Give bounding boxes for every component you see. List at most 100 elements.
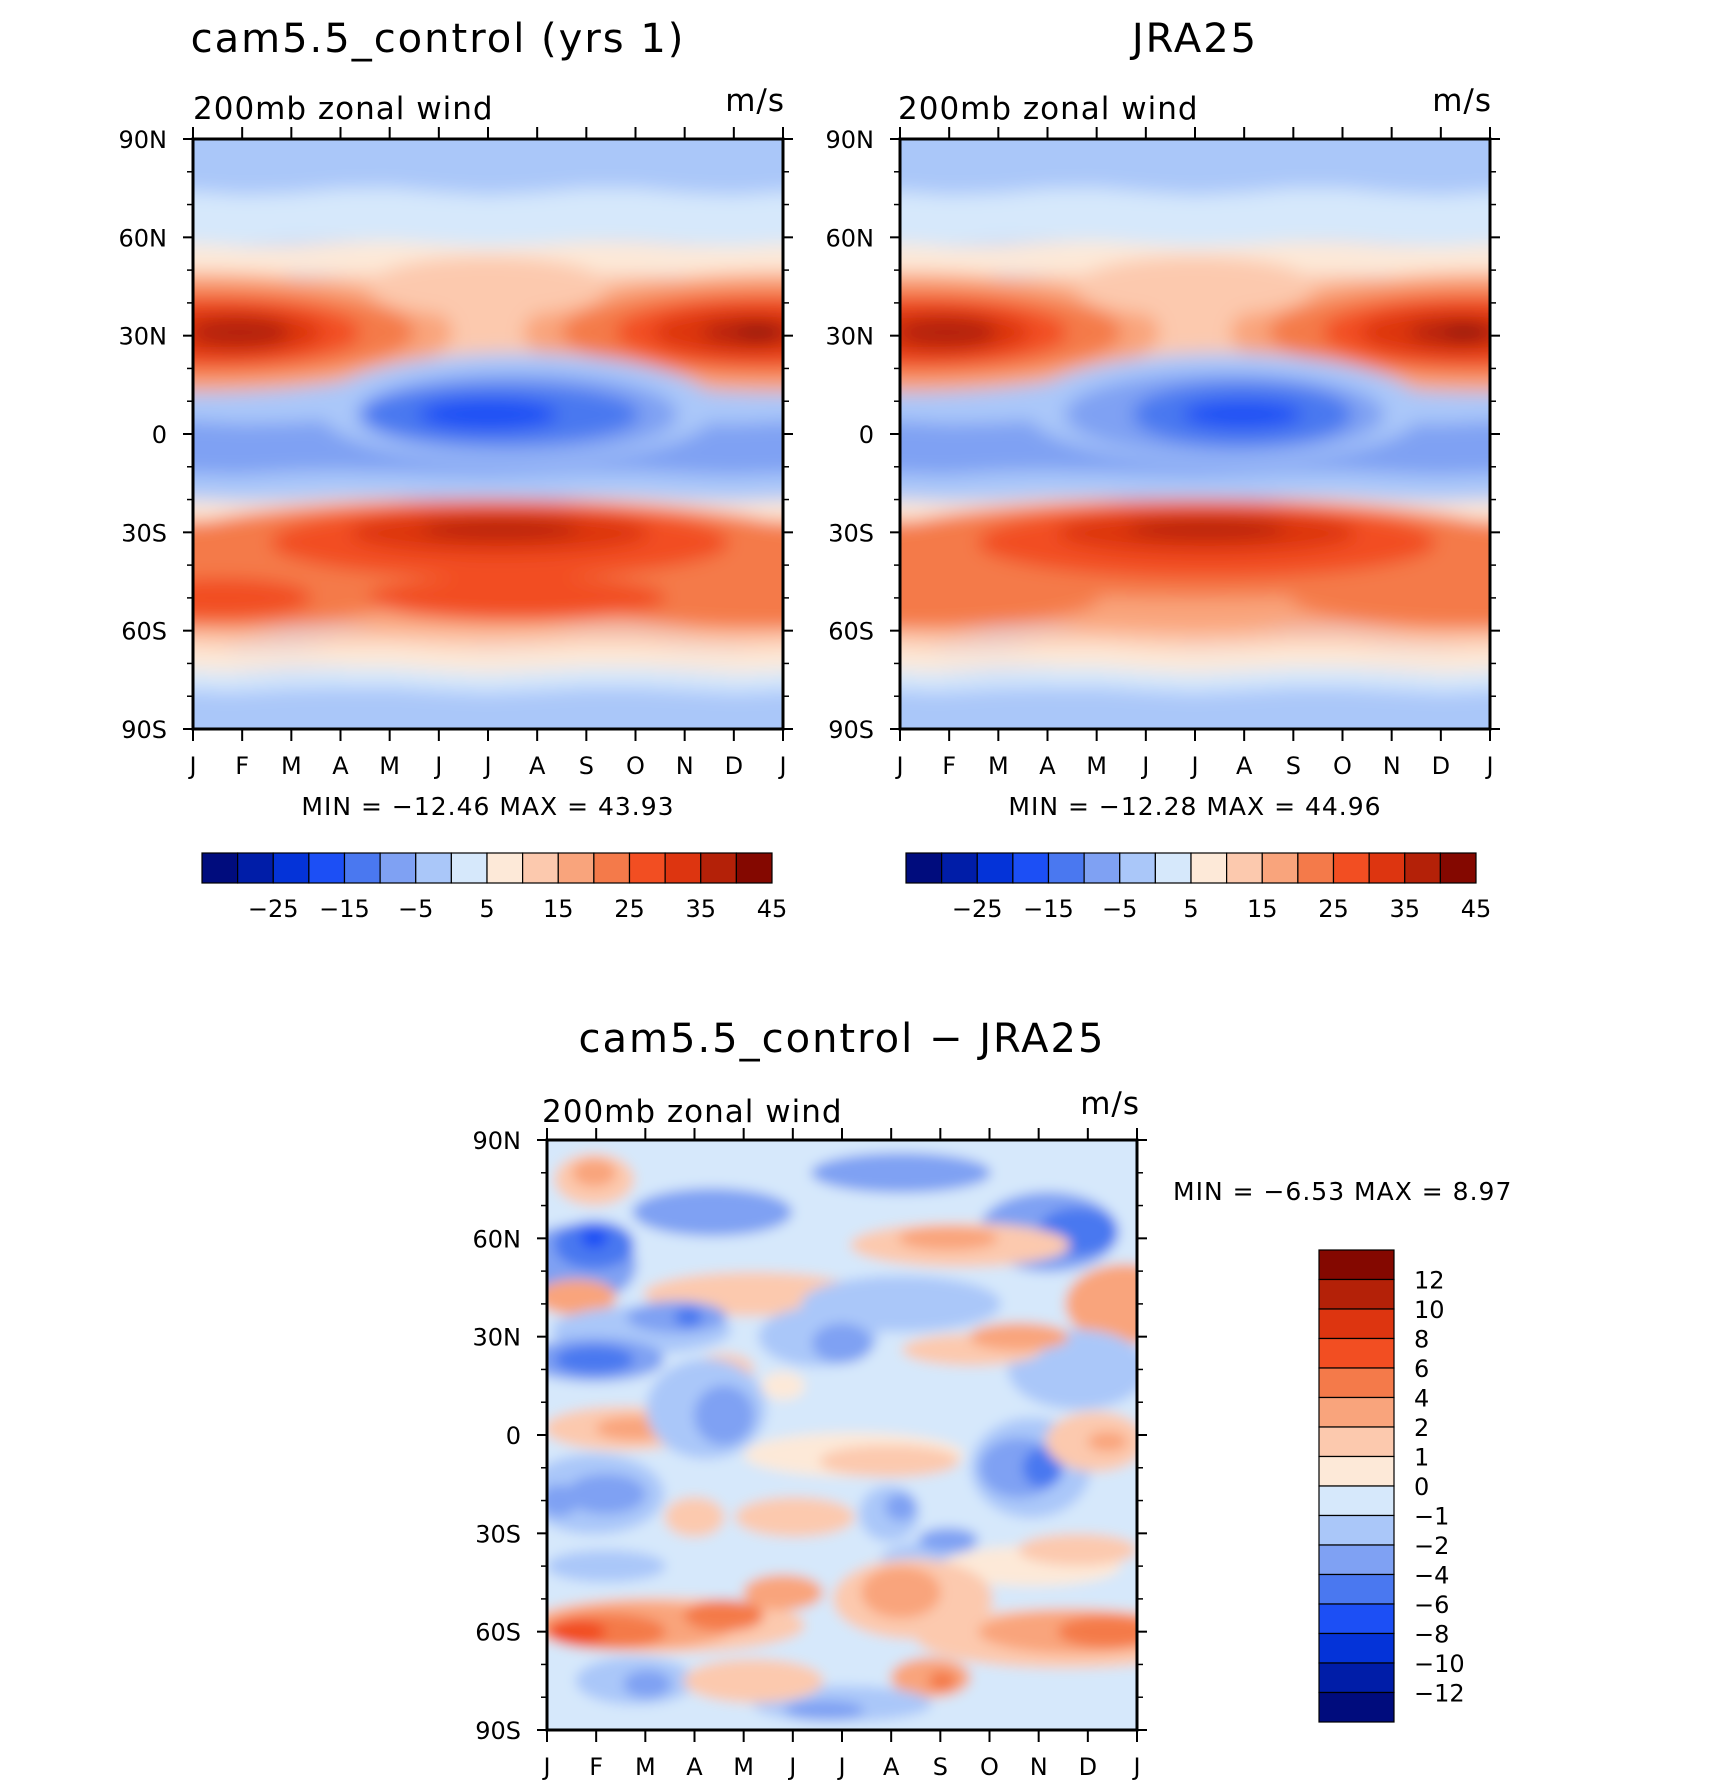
x-tick-label: F <box>235 752 249 780</box>
colorbar-swatch <box>1297 852 1335 884</box>
x-tick-label: D <box>1079 1753 1097 1781</box>
colorbar-swatch <box>1404 852 1441 884</box>
panel-model-field-label: 200mb zonal wind <box>193 91 494 127</box>
colorbar-swatch <box>1318 1485 1395 1517</box>
colorbar-label: 12 <box>1414 1267 1445 1295</box>
x-tick-label: D <box>1432 752 1450 780</box>
y-tick-label: 30S <box>121 519 167 547</box>
colorbar-label: 1 <box>1414 1444 1429 1472</box>
panel-model-units: m/s <box>725 83 785 119</box>
x-tick-label: J <box>187 752 196 780</box>
x-tick-label: N <box>676 752 694 780</box>
colorbar-label: −15 <box>319 895 370 923</box>
x-tick-label: J <box>482 752 491 780</box>
colorbar-swatch <box>379 852 417 884</box>
x-tick-label: M <box>1086 752 1107 780</box>
colorbar-swatch <box>1318 1426 1395 1458</box>
colorbar-swatch <box>700 852 737 884</box>
colorbar-swatch <box>415 852 452 884</box>
x-tick-label: J <box>1484 752 1493 780</box>
colorbar-swatch <box>450 852 488 884</box>
panel-reanalysis: JRA25 200mb zonal wind m/s 90N 60N 30N 0 30S… <box>826 16 1500 923</box>
x-tick-label: M <box>281 752 302 780</box>
colorbar-swatch <box>1047 852 1085 884</box>
panel-model-field <box>193 139 783 729</box>
colorbar-label: −4 <box>1414 1562 1449 1590</box>
x-tick-label: A <box>686 1753 703 1781</box>
y-tick-label: 60S <box>121 618 167 646</box>
colorbar-swatch <box>201 852 239 884</box>
x-tick-label: J <box>1131 1753 1140 1781</box>
colorbar-swatch <box>1368 852 1406 884</box>
x-tick-label: S <box>933 1753 948 1781</box>
x-tick-label: A <box>332 752 349 780</box>
x-tick-label: M <box>635 1753 656 1781</box>
panel-difference-field <box>547 1140 1137 1730</box>
colorbar-label: −5 <box>398 895 433 923</box>
x-tick-label: O <box>626 752 645 780</box>
colorbar-swatch <box>1318 1278 1395 1310</box>
colorbar-label: 5 <box>479 895 494 923</box>
colorbar-swatch <box>1318 1337 1395 1369</box>
colorbar-label: −6 <box>1414 1591 1449 1619</box>
colorbar-swatch <box>1439 852 1477 884</box>
y-tick-label: 90N <box>119 126 168 154</box>
colorbar-label: 45 <box>757 895 788 923</box>
y-tick-label: 90S <box>121 716 167 744</box>
x-tick-label: A <box>529 752 546 780</box>
colorbar-swatch <box>1318 1544 1395 1576</box>
panel-difference-axes: 90N 60N 30N 0 30S 60S 90S J F M A M J J A S O N D J <box>473 1127 1147 1781</box>
x-tick-label: F <box>942 752 956 780</box>
colorbar-label: 25 <box>1318 895 1349 923</box>
colorbar-swatch <box>1261 852 1299 884</box>
colorbar-label: 45 <box>1461 895 1492 923</box>
colorbar-swatch <box>1318 1662 1395 1694</box>
y-tick-label: 60N <box>826 224 875 252</box>
x-tick-label: O <box>1333 752 1352 780</box>
panel-model-stats: MIN = −12.46 MAX = 43.93 <box>301 792 674 821</box>
colorbar-label: −25 <box>952 895 1003 923</box>
colorbar-label: −15 <box>1023 895 1074 923</box>
panel-reanalysis-axes: 90N 60N 30N 0 30S 60S 90S J F M A M J J A S O N D J <box>826 126 1500 780</box>
colorbar-swatch <box>1318 1573 1395 1605</box>
x-tick-label: J <box>1189 752 1198 780</box>
colorbar-swatch <box>1318 1396 1395 1428</box>
colorbar-label: 0 <box>1414 1473 1429 1501</box>
y-tick-label: 30N <box>826 323 875 351</box>
y-tick-label: 60N <box>119 224 168 252</box>
colorbar-label: 15 <box>1247 895 1278 923</box>
colorbar-swatch <box>1332 852 1370 884</box>
y-tick-label: 90S <box>828 716 874 744</box>
colorbar-swatch <box>1318 1514 1395 1546</box>
x-tick-label: J <box>894 752 903 780</box>
colorbar-swatch <box>1226 852 1263 884</box>
y-tick-label: 60N <box>473 1225 522 1253</box>
colorbar-label: −8 <box>1414 1621 1449 1649</box>
x-tick-label: A <box>883 1753 900 1781</box>
colorbar-swatch <box>1190 852 1228 884</box>
colorbar-swatch <box>1318 1308 1395 1340</box>
colorbar-label: 6 <box>1414 1355 1429 1383</box>
x-tick-label: J <box>433 752 442 780</box>
x-tick-label: A <box>1236 752 1253 780</box>
y-tick-label: 60S <box>475 1619 521 1647</box>
x-tick-label: J <box>1140 752 1149 780</box>
x-tick-label: M <box>988 752 1009 780</box>
panel-reanalysis-title: JRA25 <box>1129 16 1258 62</box>
colorbar-label: 10 <box>1414 1296 1445 1324</box>
colorbar-swatch <box>1318 1632 1395 1664</box>
x-tick-label: M <box>379 752 400 780</box>
x-tick-label: N <box>1030 1753 1048 1781</box>
colorbar-swatch <box>664 852 702 884</box>
colorbar-label: −10 <box>1414 1650 1465 1678</box>
panel-model-colorbar: −25 −15 −5 5 15 25 35 45 <box>201 852 788 923</box>
panel-model-title: cam5.5_control (yrs 1) <box>191 16 686 62</box>
colorbar-swatch <box>308 852 346 884</box>
colorbar-swatch <box>272 852 310 884</box>
colorbar-label: −25 <box>248 895 299 923</box>
colorbar-label: −5 <box>1102 895 1137 923</box>
colorbar-label: 2 <box>1414 1414 1429 1442</box>
colorbar-swatch <box>628 852 666 884</box>
x-tick-label: A <box>1039 752 1056 780</box>
